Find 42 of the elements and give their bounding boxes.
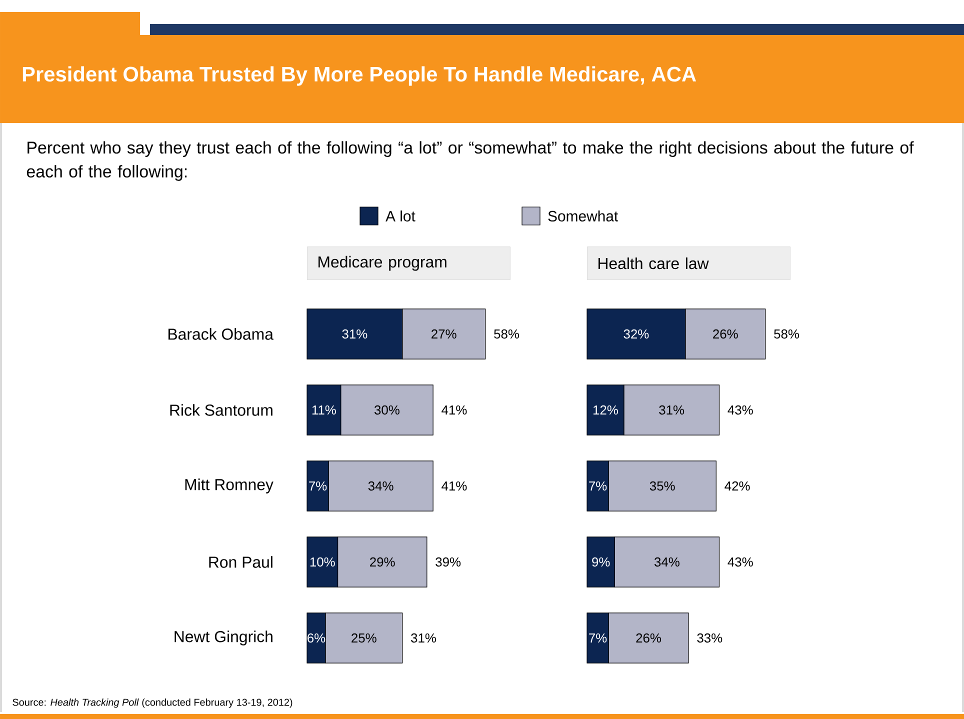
data-label: 7% xyxy=(589,481,607,491)
chart-title: Medicare program xyxy=(318,256,446,271)
y-tick-label: Ron Paul xyxy=(209,556,272,568)
text: Percent who say they trust each of the following “a lot” or “somewhat” to make the right decisions about the future of each of the following: xyxy=(26,141,914,181)
y-tick-label: Rick Santorum xyxy=(170,404,272,416)
data-label: 11% xyxy=(312,405,336,415)
data-label: 26% xyxy=(713,329,738,339)
data-label: 6% xyxy=(308,633,326,643)
y-tick-label: Mitt Romney xyxy=(185,478,274,494)
chart-title: Health care law xyxy=(598,257,709,270)
data-label: 10% xyxy=(310,557,335,567)
total-label: 58% xyxy=(494,329,520,339)
data-label: 7% xyxy=(309,481,327,491)
data-label: 35% xyxy=(650,481,675,491)
data-label: 27% xyxy=(432,329,456,339)
total-label: 41% xyxy=(442,405,467,415)
data-label: 26% xyxy=(636,633,662,643)
total-label: 39% xyxy=(436,557,461,567)
total-label: 33% xyxy=(697,633,722,643)
legend-label: A lot xyxy=(386,210,416,222)
data-label: 9% xyxy=(592,557,610,567)
data-label: 30% xyxy=(374,405,400,415)
total-label: 42% xyxy=(724,481,750,491)
data-label: 34% xyxy=(654,557,680,567)
data-label: 31% xyxy=(342,329,368,339)
data-label: 7% xyxy=(589,633,607,643)
data-label: 31% xyxy=(659,405,684,415)
total-label: 58% xyxy=(774,329,800,339)
total-label: 43% xyxy=(728,557,753,567)
legend-label: Somewhat xyxy=(548,210,618,222)
data-label: 25% xyxy=(352,633,376,643)
total-label: 31% xyxy=(411,633,436,643)
data-label: 32% xyxy=(624,329,649,339)
y-tick-label: Barack Obama xyxy=(168,328,274,340)
total-label: 41% xyxy=(442,481,467,491)
data-label: 29% xyxy=(370,557,395,567)
y-tick-label: Newt Gingrich xyxy=(174,630,272,646)
data-label: 34% xyxy=(368,481,394,491)
source-note: Source: Health Tracking Poll (conducted February 13-19, 2012) xyxy=(12,698,292,708)
data-label: 12% xyxy=(593,405,618,415)
total-label: 43% xyxy=(728,405,753,415)
text: President Obama Trusted By More People To Handle Medicare, ACA xyxy=(22,66,696,86)
